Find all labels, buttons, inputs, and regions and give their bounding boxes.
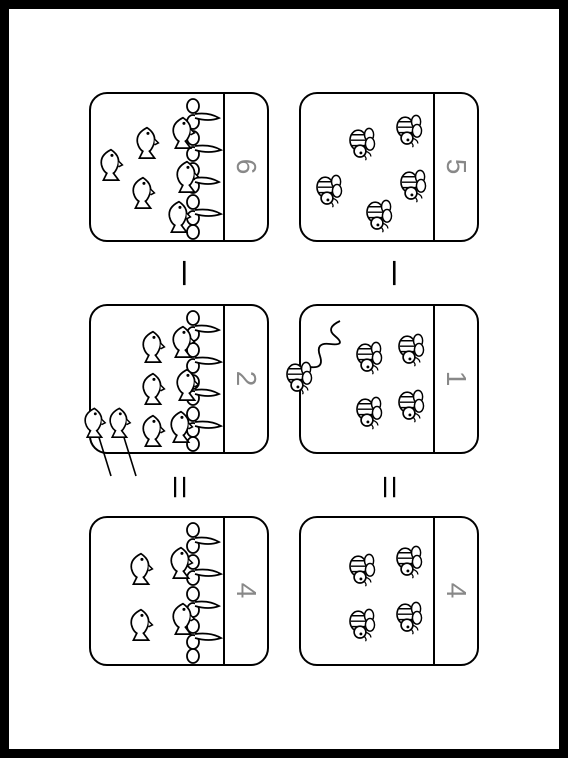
tile-bee-1: 1 (299, 304, 479, 454)
tile-bee-5: 5 (299, 92, 479, 242)
fish-icon (173, 156, 201, 194)
fish-icon (127, 548, 155, 586)
bee-icon (389, 596, 425, 636)
bee-icon (279, 356, 315, 396)
tile-bee-4: 4 (299, 516, 479, 666)
tile-fish-6: 6 (89, 92, 269, 242)
bee-icon (391, 328, 427, 368)
tile-body (91, 518, 223, 664)
bee-icon (342, 548, 378, 588)
bee-icon (349, 336, 385, 376)
tile-body (91, 94, 223, 240)
fish-icon (133, 122, 161, 160)
tile-number: 1 (433, 306, 477, 452)
tile-body (301, 94, 433, 240)
fish-icon (165, 196, 193, 234)
tile-number: 2 (223, 306, 267, 452)
tile-number: 6 (223, 94, 267, 240)
fish-icon (169, 598, 197, 636)
fish-icon (169, 112, 197, 150)
fish-icon (167, 406, 195, 444)
bee-icon (393, 164, 429, 204)
bee-icon (349, 391, 385, 431)
bee-icon (342, 122, 378, 162)
tile-fish-2: 2 (89, 304, 269, 454)
tile-body (301, 518, 433, 664)
bee-icon (309, 169, 345, 209)
tile-number: 4 (433, 518, 477, 664)
fish-icon (167, 542, 195, 580)
fish-icon (97, 144, 125, 182)
tile-body (91, 306, 223, 452)
worksheet-page: 5 − 1 = (24, 29, 544, 729)
bee-icon (342, 603, 378, 643)
equation-row-1: 5 − 1 = (299, 69, 479, 689)
seaweed-icon (185, 518, 223, 668)
bee-icon (389, 540, 425, 580)
tile-fish-4: 4 (89, 516, 269, 666)
bee-icon (389, 109, 425, 149)
equation-row-2: 6 − 2 (89, 69, 269, 689)
fish-icon (173, 364, 201, 402)
fish-icon (139, 326, 167, 364)
equals-operator: = (157, 468, 201, 502)
minus-operator: − (367, 256, 419, 290)
minus-operator: − (157, 256, 209, 290)
fish-icon (139, 368, 167, 406)
fish-icon (127, 604, 155, 642)
fish-icon (169, 321, 197, 359)
bee-icon (391, 384, 427, 424)
caught-fish-icon (73, 401, 113, 481)
fish-icon (129, 172, 157, 210)
tile-body (301, 306, 433, 452)
bee-icon (359, 194, 395, 234)
equals-operator: = (367, 468, 411, 502)
tile-number: 4 (223, 518, 267, 664)
fish-icon (139, 410, 167, 448)
tile-number: 5 (433, 94, 477, 240)
